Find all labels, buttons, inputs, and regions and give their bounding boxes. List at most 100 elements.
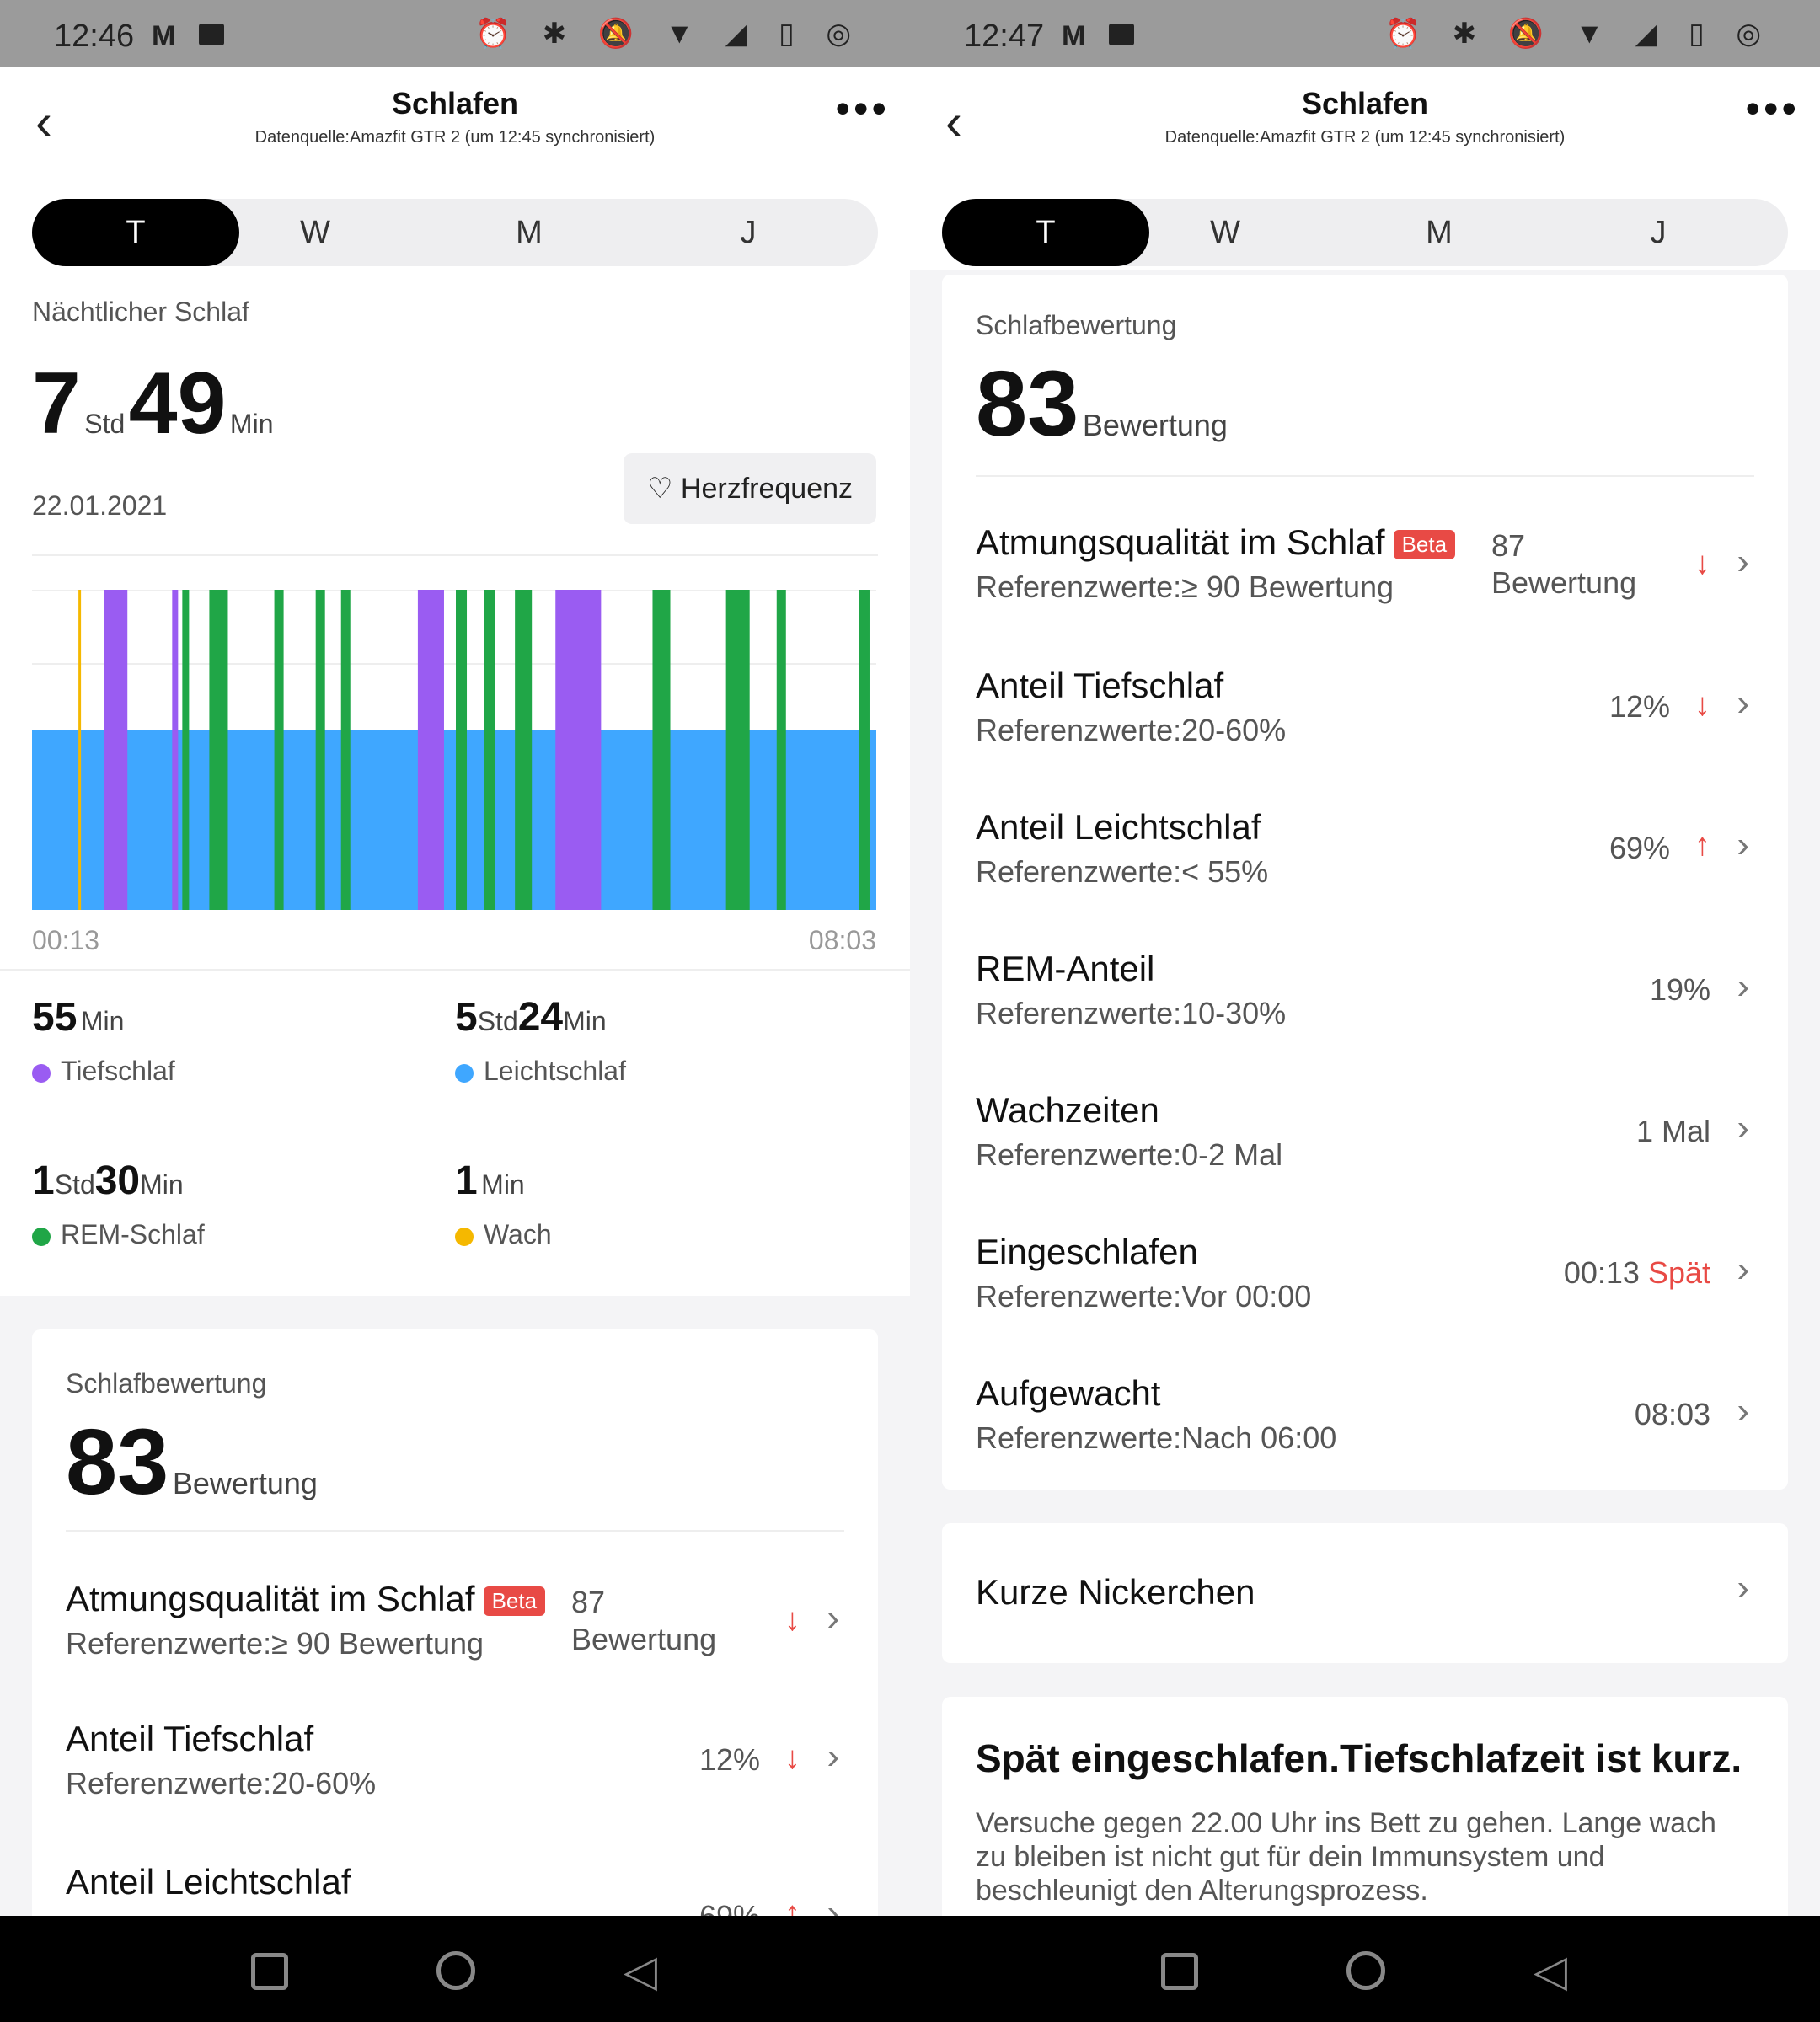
metric-ref: Referenzwerte:20-60% <box>66 1766 377 1800</box>
back-icon[interactable]: ‹ <box>945 94 962 150</box>
rem-segment <box>209 590 228 910</box>
metric-ref: Referenzwerte:≥ 90 Bewertung <box>976 570 1394 604</box>
naps-label: Kurze Nickerchen <box>976 1572 1255 1612</box>
system-nav-bar: ◁ <box>910 1916 1820 2022</box>
metric-row-woke-up[interactable]: Aufgewacht Referenzwerte:Nach 06:00 08:0… <box>976 1373 1754 1474</box>
rem-segment <box>274 590 284 910</box>
stat-deep-sleep: 55 Min Tiefschlaf <box>32 994 175 1087</box>
tab-week[interactable]: W <box>300 215 330 250</box>
metric-title: Eingeschlafen <box>976 1232 1198 1271</box>
recents-icon[interactable] <box>1161 1953 1198 1990</box>
stat-value: 5 <box>455 995 478 1040</box>
sleep-score-card: Schlafbewertung 83 Bewertung Atmungsqual… <box>32 1329 878 1936</box>
stat-value-2: 24 <box>517 995 564 1040</box>
metric-value: 00:13 <box>1563 1255 1640 1290</box>
tab-year[interactable]: J <box>740 215 757 250</box>
night-sleep-section: Nächtlicher Schlaf 7 Std 49 Min 22.01.20… <box>0 270 910 1296</box>
stat-value: 1 <box>455 1158 478 1203</box>
naps-card[interactable]: Kurze Nickerchen › <box>942 1523 1788 1663</box>
chevron-right-icon: › <box>1737 966 1749 1007</box>
heart-rate-button-label: Herzfrequenz <box>680 473 854 505</box>
page-title: Schlafen <box>1301 86 1429 120</box>
metric-title: Atmungsqualität im Schlaf <box>66 1579 475 1618</box>
metric-row-awake-times[interactable]: Wachzeiten Referenzwerte:0-2 Mal 1 Mal › <box>976 1090 1754 1191</box>
deep-sleep-dot <box>32 1063 51 1083</box>
metric-ref: Referenzwerte:20-60% <box>976 713 1287 747</box>
more-options-icon[interactable]: ••• <box>835 85 890 132</box>
chevron-right-icon: › <box>827 1597 839 1639</box>
stat-label: Wach <box>484 1219 552 1249</box>
tab-year[interactable]: J <box>1650 215 1667 250</box>
chevron-right-icon: › <box>1737 682 1749 724</box>
stat-value: 1 <box>32 1158 55 1203</box>
rem-segment <box>859 590 870 910</box>
back-icon[interactable]: ‹ <box>35 94 52 150</box>
home-icon[interactable] <box>436 1951 475 1990</box>
metric-title: Atmungsqualität im Schlaf <box>976 522 1385 562</box>
metric-ref: Referenzwerte:10-30% <box>976 996 1287 1030</box>
tab-month[interactable]: M <box>1426 215 1453 250</box>
beta-badge: Beta <box>1393 530 1456 560</box>
metric-title: Anteil Leichtschlaf <box>66 1862 351 1902</box>
stat-value-2: 30 <box>94 1158 141 1203</box>
period-tabs-wrap: T W M J <box>910 185 1820 270</box>
sleep-date: 22.01.2021 <box>32 490 168 521</box>
sleep-score-label: Schlafbewertung <box>976 310 1177 340</box>
divider <box>0 969 910 971</box>
sleep-score-value: 83 <box>66 1410 169 1514</box>
metric-row-breathing[interactable]: Atmungsqualität im Schlaf Beta Referenzwe… <box>66 1579 844 1697</box>
sleep-score-unit: Bewertung <box>1082 408 1228 442</box>
metric-value: 87 <box>571 1585 606 1619</box>
more-options-icon[interactable]: ••• <box>1745 85 1800 132</box>
metric-title: Aufgewacht <box>976 1373 1161 1413</box>
metric-row-deep-sleep[interactable]: Anteil Tiefschlaf Referenzwerte:20-60% 1… <box>976 666 1754 767</box>
data-source-subtitle: Datenquelle:Amazfit GTR 2 (um 12:45 sync… <box>1164 128 1566 147</box>
data-source-subtitle: Datenquelle:Amazfit GTR 2 (um 12:45 sync… <box>254 128 656 147</box>
metric-row-breathing[interactable]: Atmungsqualität im Schlaf Beta Referenzwe… <box>976 522 1754 640</box>
stat-light-sleep: 5Std24Min Leichtschlaf <box>455 994 626 1087</box>
heart-rate-button[interactable]: ♡ Herzfrequenz <box>624 453 876 524</box>
metric-value: 87 <box>1491 528 1526 563</box>
stat-value: 55 <box>32 995 78 1040</box>
metric-value: 19% <box>1649 972 1710 1007</box>
sleep-score-unit: Bewertung <box>172 1466 318 1500</box>
gmail-icon: M <box>1062 20 1086 52</box>
chevron-right-icon: › <box>1737 1107 1749 1148</box>
metric-row-rem[interactable]: REM-Anteil Referenzwerte:10-30% 19% › <box>976 949 1754 1050</box>
right-screen: 12:47 M ⏰ ✱ 🔕 ▼ ◢ ▯ ◎ ‹ Schlafen Datenqu… <box>910 0 1820 2022</box>
total-sleep-duration: 7 Std 49 Min <box>32 354 273 454</box>
nav-back-icon[interactable]: ◁ <box>1534 1947 1567 1996</box>
system-status-icons: ⏰ ✱ 🔕 ▼ ◢ ▯ ◎ <box>1384 18 1773 50</box>
metric-row-deep-sleep[interactable]: Anteil Tiefschlaf Referenzwerte:20-60% 1… <box>66 1719 844 1820</box>
recents-icon[interactable] <box>251 1953 288 1990</box>
tab-month[interactable]: M <box>516 215 543 250</box>
metric-title: Anteil Tiefschlaf <box>66 1719 314 1758</box>
nav-back-icon[interactable]: ◁ <box>624 1947 657 1996</box>
stat-label: REM-Schlaf <box>61 1219 205 1249</box>
metric-ref: Referenzwerte:Nach 06:00 <box>976 1420 1337 1455</box>
period-tabs-wrap: T W M J <box>0 185 910 270</box>
stat-unit: Std <box>477 1006 518 1036</box>
metric-value: 1 Mal <box>1635 1114 1710 1148</box>
left-screen: 12:46 M ⏰ ✱ 🔕 ▼ ◢ ▯ ◎ ‹ Schlafen Datenqu… <box>0 0 910 2022</box>
chart-start-time: 00:13 <box>32 925 100 955</box>
system-nav-bar: ◁ <box>0 1916 910 2022</box>
metric-ref: Referenzwerte:< 55% <box>976 854 1269 889</box>
home-icon[interactable] <box>1346 1951 1385 1990</box>
stat-unit-2: Min <box>563 1006 607 1036</box>
metric-row-fell-asleep[interactable]: Eingeschlafen Referenzwerte:Vor 00:00 00… <box>976 1232 1754 1333</box>
advice-title: Spät eingeschlafen.Tiefschlafzeit ist ku… <box>976 1736 1742 1780</box>
deep-segment <box>555 590 602 910</box>
chevron-right-icon: › <box>1737 1567 1749 1608</box>
rem-sleep-dot <box>32 1227 51 1246</box>
chart-end-time: 08:03 <box>808 925 876 955</box>
trend-down-icon: ↓ <box>784 1602 800 1638</box>
light-sleep-dot <box>455 1063 474 1083</box>
tab-day[interactable]: T <box>32 199 239 266</box>
metric-row-light-sleep[interactable]: Anteil Leichtschlaf Referenzwerte:< 55% … <box>976 807 1754 908</box>
tab-week[interactable]: W <box>1210 215 1240 250</box>
image-icon <box>199 24 224 45</box>
sleep-advice-card: Spät eingeschlafen.Tiefschlafzeit ist ku… <box>942 1697 1788 1950</box>
period-tabs: T W M J <box>32 199 878 266</box>
tab-day[interactable]: T <box>942 199 1149 266</box>
